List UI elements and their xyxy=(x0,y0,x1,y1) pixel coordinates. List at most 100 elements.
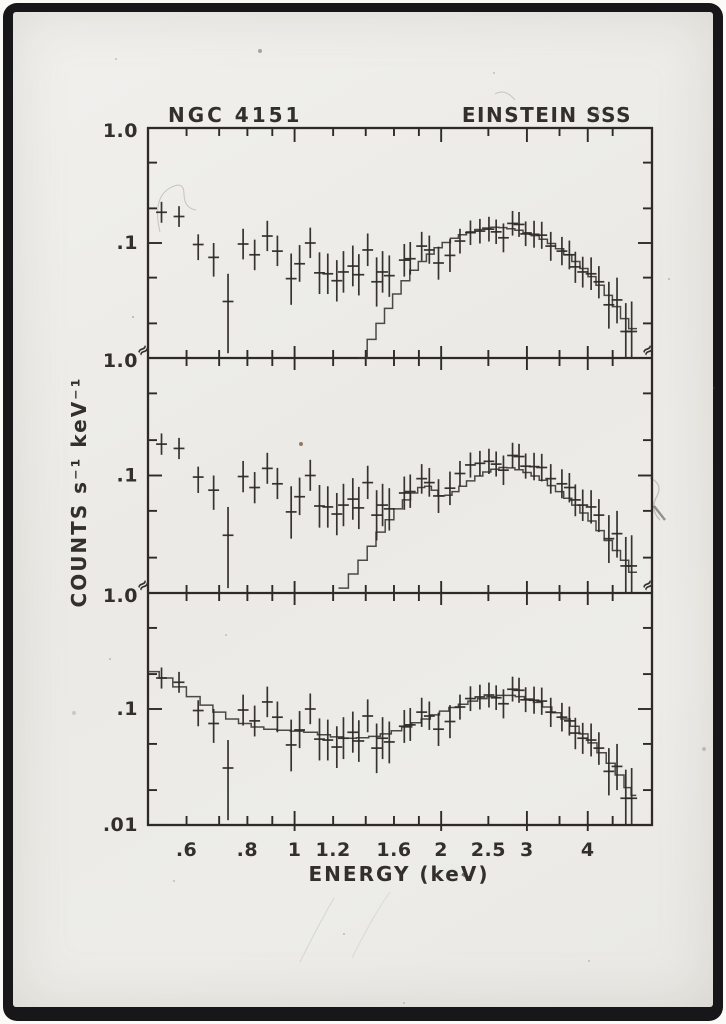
data-cross xyxy=(513,443,525,470)
data-cross xyxy=(383,488,395,531)
y-axis-ticks xyxy=(148,161,652,792)
data-cross xyxy=(556,236,568,266)
dust-speck xyxy=(299,442,303,446)
axis-break-marks: ≈ ≈≈ ≈ xyxy=(132,339,658,596)
data-cross xyxy=(222,740,234,821)
data-cross xyxy=(294,477,306,516)
data-cross xyxy=(611,510,623,558)
data-cross xyxy=(271,467,283,500)
data-cross xyxy=(569,251,581,283)
data-cross xyxy=(331,492,343,536)
x-tick-label: .6 xyxy=(176,839,197,861)
data-cross xyxy=(569,717,581,750)
data-cross xyxy=(423,701,435,730)
data-cross xyxy=(347,478,359,520)
data-cross xyxy=(465,686,476,712)
data-cross xyxy=(271,235,283,267)
data-cross xyxy=(208,243,220,277)
x-axis-ticks: .6 .8 1 1.2 1.6 2 2.5 3 4 xyxy=(176,128,614,861)
data-cross xyxy=(498,689,509,719)
data-cross xyxy=(423,467,435,497)
data-cross xyxy=(338,483,349,527)
data-cross xyxy=(322,719,334,761)
data-cross xyxy=(271,701,283,733)
data-cross xyxy=(377,251,389,293)
data-cross xyxy=(404,708,416,741)
data-cross xyxy=(222,273,234,354)
data-cross xyxy=(536,221,548,249)
data-cross xyxy=(208,709,220,743)
plot-border xyxy=(146,126,654,827)
data-cross xyxy=(377,717,389,760)
data-cross xyxy=(371,723,383,774)
data-cross xyxy=(513,677,525,703)
data-cross xyxy=(338,251,349,293)
data-cross xyxy=(465,220,476,246)
data-cross xyxy=(444,239,456,272)
data-cross xyxy=(444,471,456,506)
data-cross xyxy=(563,473,575,503)
y-axis-tick-labels: 1.0 .1 1.0 .1 1.0 .1 .01 xyxy=(103,120,138,836)
data-cross xyxy=(314,718,325,761)
model-histogram-panel-2 xyxy=(338,466,637,589)
data-cross xyxy=(528,220,540,248)
data-cross xyxy=(603,515,615,564)
scratch-curl-top xyxy=(494,91,516,101)
data-cross xyxy=(507,442,518,468)
data-cross xyxy=(285,486,297,539)
data-cross xyxy=(585,723,597,757)
photo-artifacts xyxy=(157,91,666,963)
data-cross xyxy=(563,706,575,736)
slide-paper xyxy=(13,12,713,1007)
data-cross xyxy=(322,253,334,295)
scratch-diag-1 xyxy=(299,897,335,963)
data-cross xyxy=(474,684,486,710)
data-cross xyxy=(192,234,204,261)
x-tick-label: 1.6 xyxy=(376,839,411,861)
data-cross xyxy=(545,464,557,494)
data-cross xyxy=(398,244,410,277)
data-cross xyxy=(556,702,568,732)
data-cross xyxy=(490,219,502,245)
data-cross xyxy=(331,726,343,769)
y-tick-label: 1.0 xyxy=(103,120,138,142)
data-cross xyxy=(294,245,306,282)
data-cross xyxy=(353,254,365,296)
data-cross xyxy=(383,255,395,297)
data-cross xyxy=(156,433,167,455)
data-cross xyxy=(474,218,486,244)
data-cross xyxy=(249,705,261,737)
scratch-curl-right xyxy=(649,477,661,521)
data-cross xyxy=(507,676,518,702)
y-tick-label: .1 xyxy=(117,232,138,254)
data-cross xyxy=(416,231,428,261)
data-cross xyxy=(261,220,273,252)
y-tick-label: .1 xyxy=(117,698,138,720)
data-cross xyxy=(261,686,273,718)
data-cross xyxy=(156,201,167,223)
x-tick-label: 1.2 xyxy=(316,839,351,861)
data-cross xyxy=(498,223,509,253)
y-axis-title: COUNTS s⁻¹ keV⁻¹ xyxy=(67,377,91,608)
data-cross xyxy=(433,246,444,280)
data-cross xyxy=(404,474,416,508)
data-cross xyxy=(304,227,316,259)
data-cross xyxy=(237,460,249,493)
data-cross xyxy=(536,453,548,482)
data-cross xyxy=(416,464,428,494)
data-cross xyxy=(322,486,334,528)
data-cross xyxy=(490,451,502,477)
model-step-line xyxy=(338,466,637,589)
chart-root: .6 .8 1 1.2 1.6 2 2.5 3 4 1.0 .1 1.0 .1 1.0 .1 .01 ≈ ≈≈ ≈ xyxy=(103,120,659,861)
data-cross xyxy=(577,489,589,521)
data-cross xyxy=(338,717,349,760)
data-cross xyxy=(474,450,486,477)
data-cross xyxy=(347,711,359,753)
data-cross xyxy=(490,685,502,711)
x-tick-label: .8 xyxy=(237,839,258,861)
data-cross xyxy=(528,686,540,714)
data-cross xyxy=(261,452,273,484)
data-cross xyxy=(626,535,638,593)
